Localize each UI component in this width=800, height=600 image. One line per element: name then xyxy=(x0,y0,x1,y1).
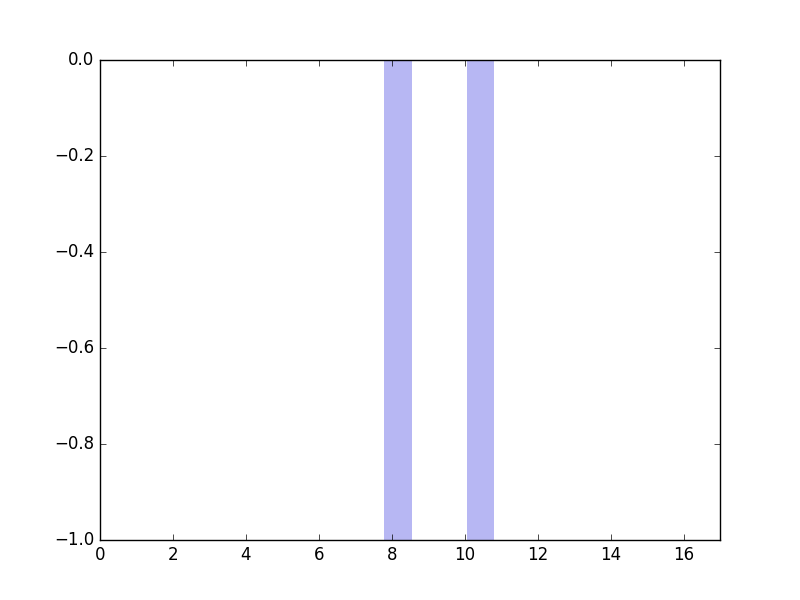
Bar xyxy=(385,60,412,540)
Bar xyxy=(466,60,494,540)
